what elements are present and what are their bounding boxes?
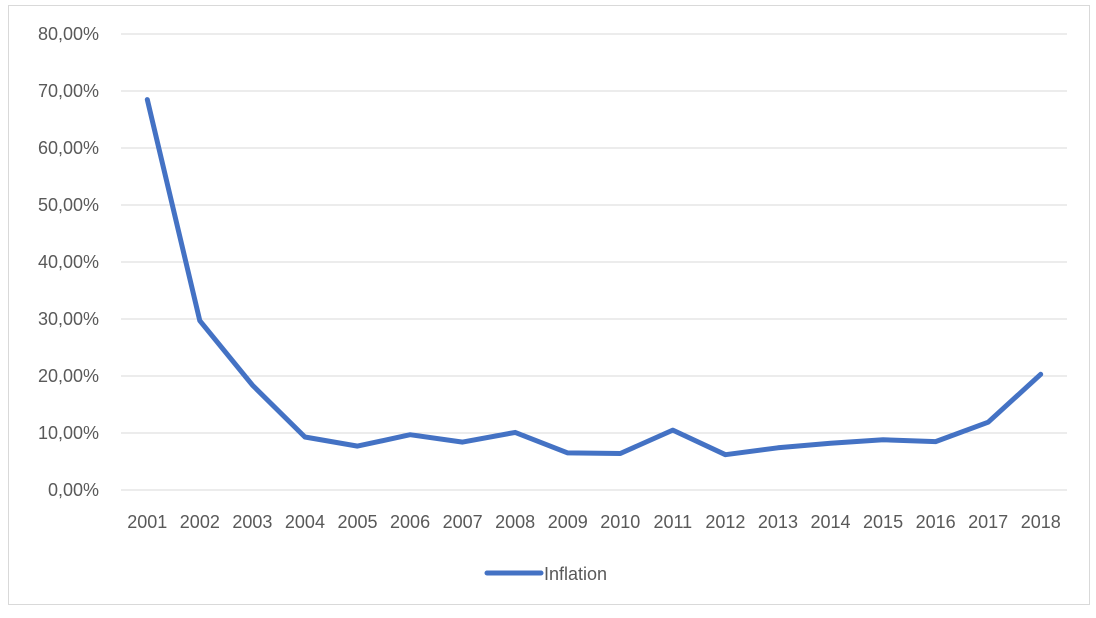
x-axis-tick-labels: 2001 2002 2003 2004 2005 2006 2007 2008 2009 2010… bbox=[127, 512, 1060, 532]
x-tick-label: 2015 bbox=[863, 512, 903, 532]
x-tick-label: 2009 bbox=[548, 512, 588, 532]
line-chart: 0,00% 10,00% 20,00% 30,00% 40,00% 50,00% 60,00… bbox=[38, 24, 1067, 584]
series-lines bbox=[144, 97, 1044, 458]
legend-label-inflation: Inflation bbox=[544, 564, 607, 584]
y-tick-label: 10,00% bbox=[38, 423, 99, 443]
legend: Inflation bbox=[484, 564, 607, 584]
x-tick-label: 2006 bbox=[390, 512, 430, 532]
x-tick-label: 2018 bbox=[1021, 512, 1061, 532]
y-tick-label: 0,00% bbox=[48, 480, 99, 500]
x-tick-label: 2014 bbox=[810, 512, 850, 532]
x-tick-label: 2001 bbox=[127, 512, 167, 532]
x-tick-label: 2010 bbox=[600, 512, 640, 532]
x-tick-label: 2016 bbox=[916, 512, 956, 532]
y-tick-label: 60,00% bbox=[38, 138, 99, 158]
x-tick-label: 2008 bbox=[495, 512, 535, 532]
y-tick-label: 20,00% bbox=[38, 366, 99, 386]
y-tick-label: 50,00% bbox=[38, 195, 99, 215]
x-tick-label: 2005 bbox=[337, 512, 377, 532]
x-tick-label: 2003 bbox=[232, 512, 272, 532]
y-tick-label: 40,00% bbox=[38, 252, 99, 272]
y-tick-label: 80,00% bbox=[38, 24, 99, 44]
x-tick-label: 2012 bbox=[705, 512, 745, 532]
y-tick-label: 70,00% bbox=[38, 81, 99, 101]
gridlines bbox=[121, 33, 1067, 491]
x-tick-label: 2017 bbox=[968, 512, 1008, 532]
y-axis-tick-labels: 0,00% 10,00% 20,00% 30,00% 40,00% 50,00% 60,00… bbox=[38, 24, 99, 500]
chart-area: 0,00% 10,00% 20,00% 30,00% 40,00% 50,00% 60,00… bbox=[8, 5, 1090, 605]
series-line-inflation bbox=[144, 97, 1044, 458]
x-tick-label: 2007 bbox=[443, 512, 483, 532]
x-tick-label: 2004 bbox=[285, 512, 325, 532]
x-tick-label: 2013 bbox=[758, 512, 798, 532]
x-tick-label: 2011 bbox=[653, 512, 692, 532]
x-tick-label: 2002 bbox=[180, 512, 220, 532]
y-tick-label: 30,00% bbox=[38, 309, 99, 329]
